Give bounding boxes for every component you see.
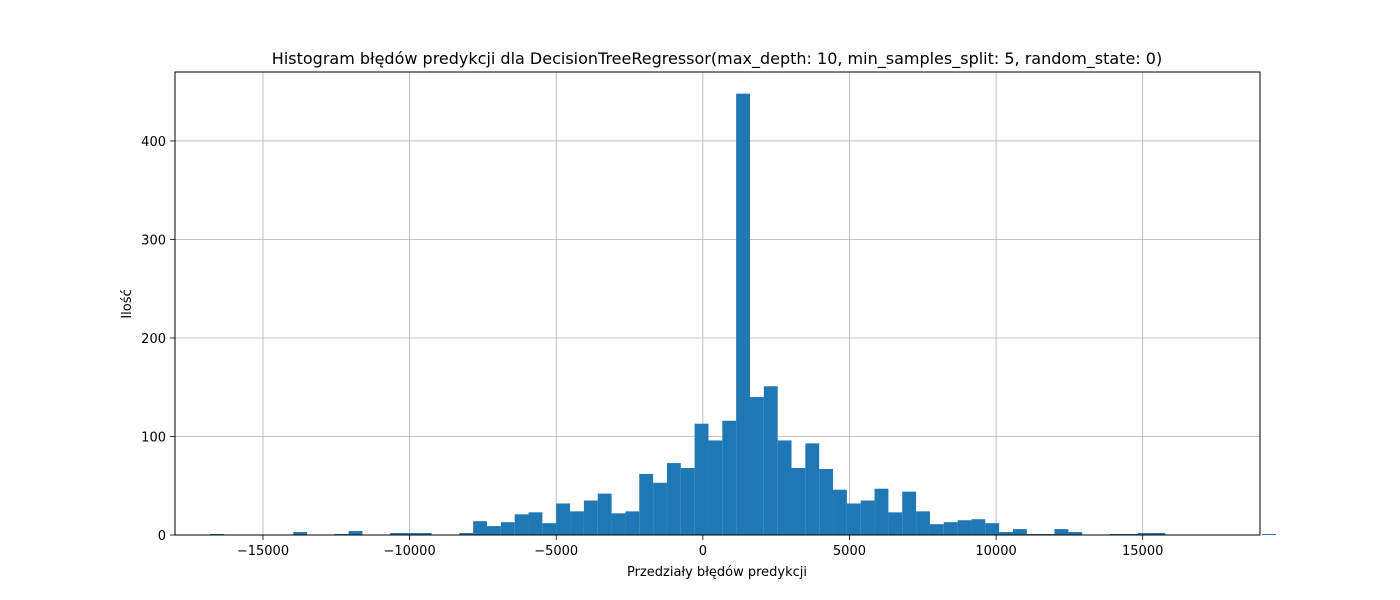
histogram-bar [514, 514, 529, 535]
histogram-bar [805, 443, 820, 535]
histogram-bar [528, 512, 543, 535]
plot-frame [174, 71, 1261, 536]
histogram-bar [1151, 533, 1166, 535]
x-tick-label: 10000 [975, 544, 1016, 559]
histogram-bar [902, 491, 917, 535]
histogram-bar [556, 503, 571, 535]
x-tick-label: 5000 [833, 544, 866, 559]
y-axis-ticks: 0 100 200 300 400 [141, 135, 175, 544]
chart-title: Histogram błędów predykcji dla DecisionT… [272, 49, 1162, 69]
histogram-bar [487, 526, 501, 535]
y-tick-label: 0 [158, 529, 166, 544]
histogram-bar [1262, 534, 1276, 535]
histogram-bar [680, 468, 695, 535]
histogram-bar [403, 533, 418, 535]
histogram-bar [666, 463, 681, 535]
x-tick-label: −5000 [534, 544, 578, 559]
histogram-bar [749, 397, 764, 535]
x-tick-label: −10000 [383, 544, 435, 559]
histogram-bar [1054, 529, 1069, 535]
histogram-bars [210, 93, 1276, 536]
histogram-bar [473, 521, 488, 535]
histogram-bar [888, 512, 903, 535]
histogram-bar [777, 440, 792, 535]
histogram-bar [570, 511, 584, 535]
x-tick-label: 0 [699, 544, 707, 559]
histogram-bar [736, 93, 750, 536]
histogram-bar [542, 523, 557, 535]
y-tick-label: 100 [141, 430, 166, 445]
histogram-bar [583, 500, 598, 535]
histogram-bar [459, 533, 474, 535]
histogram-bar [999, 532, 1013, 535]
x-axis-ticks: −15000 −10000 −5000 0 5000 10000 15000 [237, 535, 1163, 559]
histogram-bar [846, 503, 861, 535]
y-tick-label: 300 [141, 233, 166, 248]
x-tick-label: −15000 [237, 544, 289, 559]
histogram-bar [694, 423, 709, 535]
histogram-bar [819, 468, 834, 535]
histogram-bar [985, 523, 1000, 535]
histogram-bar [1012, 529, 1027, 535]
histogram-bar [500, 522, 515, 535]
y-tick-label: 200 [141, 332, 166, 347]
histogram-bar [1068, 532, 1083, 535]
histogram-bar [653, 482, 667, 535]
histogram-bar [763, 386, 778, 535]
histogram-bar [943, 522, 958, 535]
histogram-bar [791, 468, 806, 535]
x-tick-label: 15000 [1122, 544, 1163, 559]
histogram-bar [348, 531, 363, 535]
histogram-bar [708, 440, 723, 535]
histogram-bar [417, 533, 432, 535]
histogram-bar [625, 511, 640, 535]
histogram-bar [639, 473, 654, 535]
histogram-bar [293, 532, 308, 535]
histogram-bar [874, 488, 889, 535]
histogram-bar [916, 511, 930, 535]
histogram-bar [957, 520, 972, 535]
histogram-bar [390, 533, 404, 535]
histogram-bar [722, 420, 737, 535]
histogram-bar [929, 524, 944, 535]
histogram-bar [611, 513, 626, 535]
y-tick-label: 400 [141, 135, 166, 150]
histogram-bar [1137, 533, 1152, 535]
histogram-bar [833, 489, 847, 535]
histogram-bar [597, 493, 612, 535]
histogram-bar [971, 519, 986, 535]
histogram-bar [860, 500, 875, 535]
x-axis-label: Przedziały błędów predykcji [627, 565, 807, 580]
y-axis-label: Ilość [120, 289, 135, 318]
